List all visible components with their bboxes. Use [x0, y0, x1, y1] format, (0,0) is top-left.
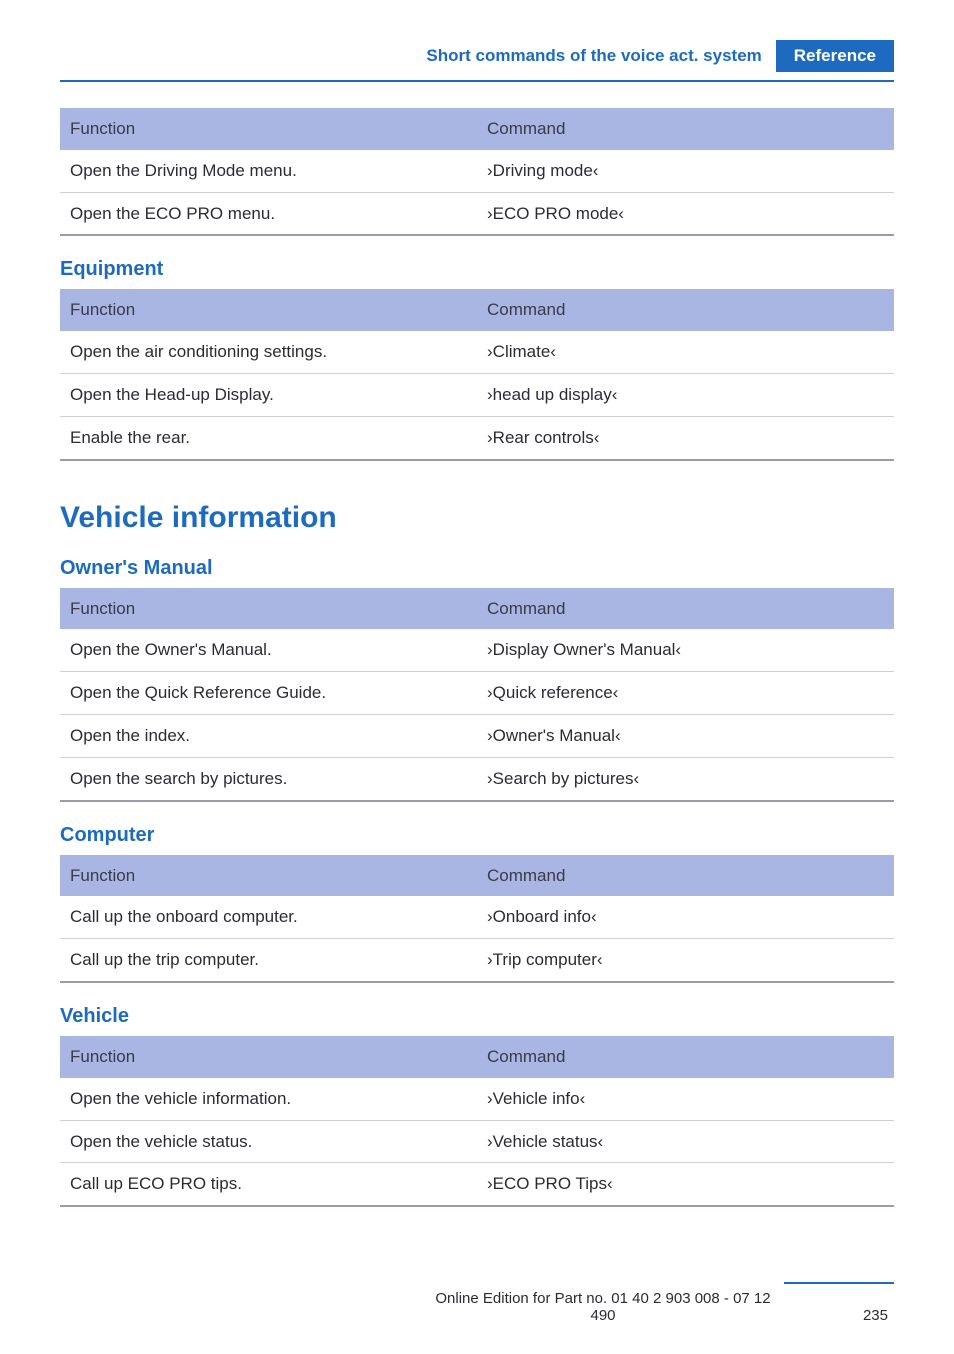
- heading-computer: Computer: [60, 824, 894, 847]
- cell-function: Call up ECO PRO tips.: [60, 1163, 477, 1206]
- table-row: Open the air conditioning settings.›Clim…: [60, 331, 894, 373]
- cell-command: ›Search by pictures‹: [477, 757, 894, 800]
- breadcrumb-text: Short commands of the voice act. system: [426, 40, 775, 72]
- heading-equipment: Equipment: [60, 258, 894, 281]
- table-row: Open the index.›Owner's Manual‹: [60, 714, 894, 757]
- table-row: Call up ECO PRO tips.›ECO PRO Tips‹: [60, 1163, 894, 1206]
- cell-function: Call up the onboard computer.: [60, 896, 477, 938]
- table-header-function: Function: [60, 588, 477, 630]
- cell-command: ›ECO PRO mode‹: [477, 192, 894, 235]
- cell-command: ›Owner's Manual‹: [477, 714, 894, 757]
- table-header-function: Function: [60, 108, 477, 150]
- breadcrumb-badge: Reference: [776, 40, 894, 72]
- table-header-command: Command: [477, 1036, 894, 1078]
- table-computer: Function Command Call up the onboard com…: [60, 855, 894, 983]
- table-row: Open the search by pictures.›Search by p…: [60, 757, 894, 800]
- cell-function: Call up the trip computer.: [60, 939, 477, 982]
- cell-function: Open the ECO PRO menu.: [60, 192, 477, 235]
- table-header-command: Command: [477, 588, 894, 630]
- table-header-command: Command: [477, 289, 894, 331]
- table-row: Open the vehicle information.›Vehicle in…: [60, 1078, 894, 1120]
- cell-function: Open the Driving Mode menu.: [60, 150, 477, 192]
- table-row: Enable the rear.›Rear controls‹: [60, 416, 894, 459]
- table-header-command: Command: [477, 855, 894, 897]
- table-intro: Function Command Open the Driving Mode m…: [60, 108, 894, 236]
- cell-function: Open the Head-up Display.: [60, 373, 477, 416]
- cell-command: ›Display Owner's Manual‹: [477, 629, 894, 671]
- cell-command: ›Quick reference‹: [477, 672, 894, 715]
- table-header-command: Command: [477, 108, 894, 150]
- table-row: Call up the onboard computer.›Onboard in…: [60, 896, 894, 938]
- cell-command: ›Vehicle status‹: [477, 1120, 894, 1163]
- cell-command: ›Climate‹: [477, 331, 894, 373]
- cell-function: Enable the rear.: [60, 416, 477, 459]
- cell-command: ›Trip computer‹: [477, 939, 894, 982]
- table-owners-manual: Function Command Open the Owner's Manual…: [60, 588, 894, 802]
- footer: Online Edition for Part no. 01 40 2 903 …: [60, 1270, 894, 1324]
- heading-owners-manual: Owner's Manual: [60, 557, 894, 580]
- breadcrumb: Short commands of the voice act. system …: [60, 40, 894, 72]
- cell-command: ›Vehicle info‹: [477, 1078, 894, 1120]
- divider: [60, 80, 894, 82]
- cell-command: ›ECO PRO Tips‹: [477, 1163, 894, 1206]
- cell-function: Open the index.: [60, 714, 477, 757]
- table-row: Call up the trip computer.›Trip computer…: [60, 939, 894, 982]
- heading-vehicle-information: Vehicle information: [60, 501, 894, 535]
- cell-function: Open the Owner's Manual.: [60, 629, 477, 671]
- table-row: Open the vehicle status.›Vehicle status‹: [60, 1120, 894, 1163]
- table-equipment: Function Command Open the air conditioni…: [60, 289, 894, 460]
- divider: [784, 1282, 894, 1284]
- cell-function: Open the search by pictures.: [60, 757, 477, 800]
- cell-function: Open the Quick Reference Guide.: [60, 672, 477, 715]
- cell-command: ›Rear controls‹: [477, 416, 894, 459]
- cell-command: ›Driving mode‹: [477, 150, 894, 192]
- table-row: Open the Head-up Display.›head up displa…: [60, 373, 894, 416]
- cell-function: Open the vehicle information.: [60, 1078, 477, 1120]
- table-header-function: Function: [60, 289, 477, 331]
- table-row: Open the Quick Reference Guide.›Quick re…: [60, 672, 894, 715]
- cell-command: ›Onboard info‹: [477, 896, 894, 938]
- footer-edition: Online Edition for Part no. 01 40 2 903 …: [422, 1290, 784, 1324]
- table-row: Open the Owner's Manual.›Display Owner's…: [60, 629, 894, 671]
- heading-vehicle: Vehicle: [60, 1005, 894, 1028]
- cell-command: ›head up display‹: [477, 373, 894, 416]
- cell-function: Open the air conditioning settings.: [60, 331, 477, 373]
- page: Short commands of the voice act. system …: [0, 0, 954, 1354]
- cell-function: Open the vehicle status.: [60, 1120, 477, 1163]
- table-row: Open the ECO PRO menu.›ECO PRO mode‹: [60, 192, 894, 235]
- table-header-function: Function: [60, 855, 477, 897]
- footer-page-number: 235: [784, 1307, 894, 1324]
- table-vehicle: Function Command Open the vehicle inform…: [60, 1036, 894, 1207]
- table-row: Open the Driving Mode menu.›Driving mode…: [60, 150, 894, 192]
- table-header-function: Function: [60, 1036, 477, 1078]
